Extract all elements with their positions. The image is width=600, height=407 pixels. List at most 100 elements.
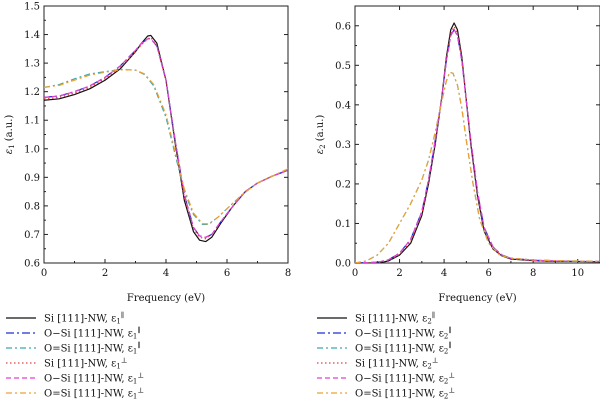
- legend-label-3: Si [111]-NW, ε2⊥: [355, 357, 438, 371]
- legend-label-sub: 1: [116, 363, 120, 371]
- legend-label-main: O−Si [111]-NW, ε: [355, 329, 444, 340]
- legend-label-main: O=Si [111]-NW, ε: [44, 344, 133, 355]
- legend-label-sub: 1: [116, 318, 120, 326]
- legend-label-5: O=Si [111]-NW, ε2⊥: [355, 387, 455, 401]
- legend-label-main: Si [111]-NW, ε: [44, 359, 116, 370]
- y-tick-label: 0.8: [24, 201, 40, 212]
- series-line-0: [44, 34, 288, 243]
- x-tick-label: 6: [485, 268, 491, 279]
- legend-label-sup: ∥: [432, 312, 435, 320]
- legend-label-5: O=Si [111]-NW, ε1⊥: [44, 387, 144, 401]
- y-tick-label: 0.6: [24, 259, 40, 270]
- legend-label-main: O−Si [111]-NW, ε: [355, 374, 444, 385]
- series-line-5: [44, 69, 288, 225]
- y-axis-title: ε2 (a.u.): [315, 115, 327, 155]
- y-tick-label: 1.2: [24, 87, 40, 98]
- x-tick-label: 6: [224, 268, 230, 279]
- series-line-1: [44, 38, 288, 238]
- series-group: [44, 34, 288, 243]
- series-line-4: [355, 29, 600, 263]
- x-tick-label: 8: [530, 268, 536, 279]
- series-line-3: [355, 25, 600, 263]
- legend-label-sub: 1: [133, 393, 137, 401]
- legend-label-main: O=Si [111]-NW, ε: [355, 389, 444, 400]
- x-tick-label: 4: [441, 268, 447, 279]
- series-line-1: [355, 29, 600, 263]
- y-tick-label: 0.0: [335, 259, 351, 270]
- plot-frame: [354, 5, 600, 264]
- legend-label-main: Si [111]-NW, ε: [355, 314, 427, 325]
- y-tick-label: 1.5: [24, 2, 40, 13]
- y-axis-title: ε1 (a.u.): [4, 115, 16, 155]
- legend-label-sub: 2: [444, 348, 448, 356]
- legend-label-sub: 2: [444, 333, 448, 341]
- y-tick-label: 1.4: [24, 30, 40, 41]
- y-tick-label: 0.3: [335, 140, 351, 151]
- legend-label-sup: ⊥: [137, 372, 144, 380]
- legend-label-main: O−Si [111]-NW, ε: [44, 329, 133, 340]
- legend-label-sup: ⊥: [137, 387, 144, 395]
- legend-label-0: Si [111]-NW, ε2∥: [355, 312, 435, 326]
- x-tick-label: 8: [285, 268, 291, 279]
- y-tick-label: 0.6: [335, 21, 351, 32]
- legend-label-sup: ∥: [448, 327, 451, 335]
- legend-label-2: O=Si [111]-NW, ε2∥: [355, 342, 452, 356]
- x-axis-title: Frequency (eV): [438, 293, 516, 304]
- y-tick-label: 0.2: [335, 179, 351, 190]
- y-tick-label: 1.1: [24, 116, 40, 127]
- y-tick-label: 0.7: [24, 230, 40, 241]
- legend-label-sub: 1: [133, 333, 137, 341]
- plot-frame: [43, 5, 289, 264]
- legend-label-4: O−Si [111]-NW, ε2⊥: [355, 372, 455, 386]
- legend-label-sup: ∥: [448, 342, 451, 350]
- legend-label-main: O=Si [111]-NW, ε: [355, 344, 444, 355]
- legend-label-sub: 2: [427, 363, 431, 371]
- legend-label-sup: ∥: [137, 342, 140, 350]
- y-tick-label: 0.9: [24, 173, 40, 184]
- x-tick-label: 0: [352, 268, 358, 279]
- y-axis-title-unit: (a.u.): [4, 115, 15, 145]
- legend-label-2: O=Si [111]-NW, ε1∥: [44, 342, 141, 356]
- epsilon2-legend: Si [111]-NW, ε2∥O−Si [111]-NW, ε2∥O=Si […: [317, 312, 455, 401]
- legend-label-sub: 2: [444, 378, 448, 386]
- legend-label-sup: ⊥: [448, 387, 455, 395]
- legend-label-4: O−Si [111]-NW, ε1⊥: [44, 372, 144, 386]
- legend-label-sup: ⊥: [121, 357, 128, 365]
- epsilon1-chart: 0 2 4 6 8 0.6 0.7 0.8 0.9 1.0 1.1 1.2 1.3 1.4 1.5 Frequ…: [4, 2, 291, 305]
- y-tick-label: 0.1: [335, 219, 351, 230]
- epsilon2-chart: 0 2 4 6 8 10 0.0 0.1 0.2 0.3 0.4 0.5 0.6 Frequency (e…: [315, 5, 600, 304]
- series-group: [355, 22, 600, 263]
- y-axis-title-symbol: ε: [4, 149, 15, 154]
- epsilon1-legend: Si [111]-NW, ε1∥O−Si [111]-NW, ε1∥O=Si […: [6, 312, 144, 401]
- series-line-5: [355, 71, 600, 263]
- legend-label-sub: 2: [444, 393, 448, 401]
- x-tick-label: 2: [396, 268, 402, 279]
- legend-label-sub: 1: [133, 348, 137, 356]
- legend-label-main: Si [111]-NW, ε: [355, 359, 427, 370]
- legend-label-sub: 1: [133, 378, 137, 386]
- x-tick-label: 10: [571, 268, 584, 279]
- legend-label-1: O−Si [111]-NW, ε2∥: [355, 327, 452, 341]
- legend-label-sup: ∥: [121, 312, 124, 320]
- legend-label-sub: 2: [427, 318, 431, 326]
- x-tick-label: 0: [41, 268, 47, 279]
- series-line-3: [44, 36, 288, 240]
- y-tick-label: 0.4: [335, 100, 351, 111]
- x-axis-title: Frequency (eV): [127, 293, 205, 304]
- x-tick-label: 2: [102, 268, 108, 279]
- series-line-0: [355, 22, 600, 263]
- series-line-4: [44, 38, 288, 238]
- y-axis-title-symbol: ε: [315, 149, 326, 154]
- y-axis-title-unit: (a.u.): [315, 115, 326, 145]
- y-axis-title-sub: 2: [319, 144, 327, 148]
- legend-label-1: O−Si [111]-NW, ε1∥: [44, 327, 141, 341]
- legend-label-sup: ∥: [137, 327, 140, 335]
- legend-label-3: Si [111]-NW, ε1⊥: [44, 357, 127, 371]
- y-tick-label: 1.0: [24, 144, 40, 155]
- legend-label-main: O=Si [111]-NW, ε: [44, 389, 133, 400]
- x-tick-label: 4: [163, 268, 169, 279]
- legend-label-main: Si [111]-NW, ε: [44, 314, 116, 325]
- legend-label-0: Si [111]-NW, ε1∥: [44, 312, 124, 326]
- y-tick-label: 0.5: [335, 61, 351, 72]
